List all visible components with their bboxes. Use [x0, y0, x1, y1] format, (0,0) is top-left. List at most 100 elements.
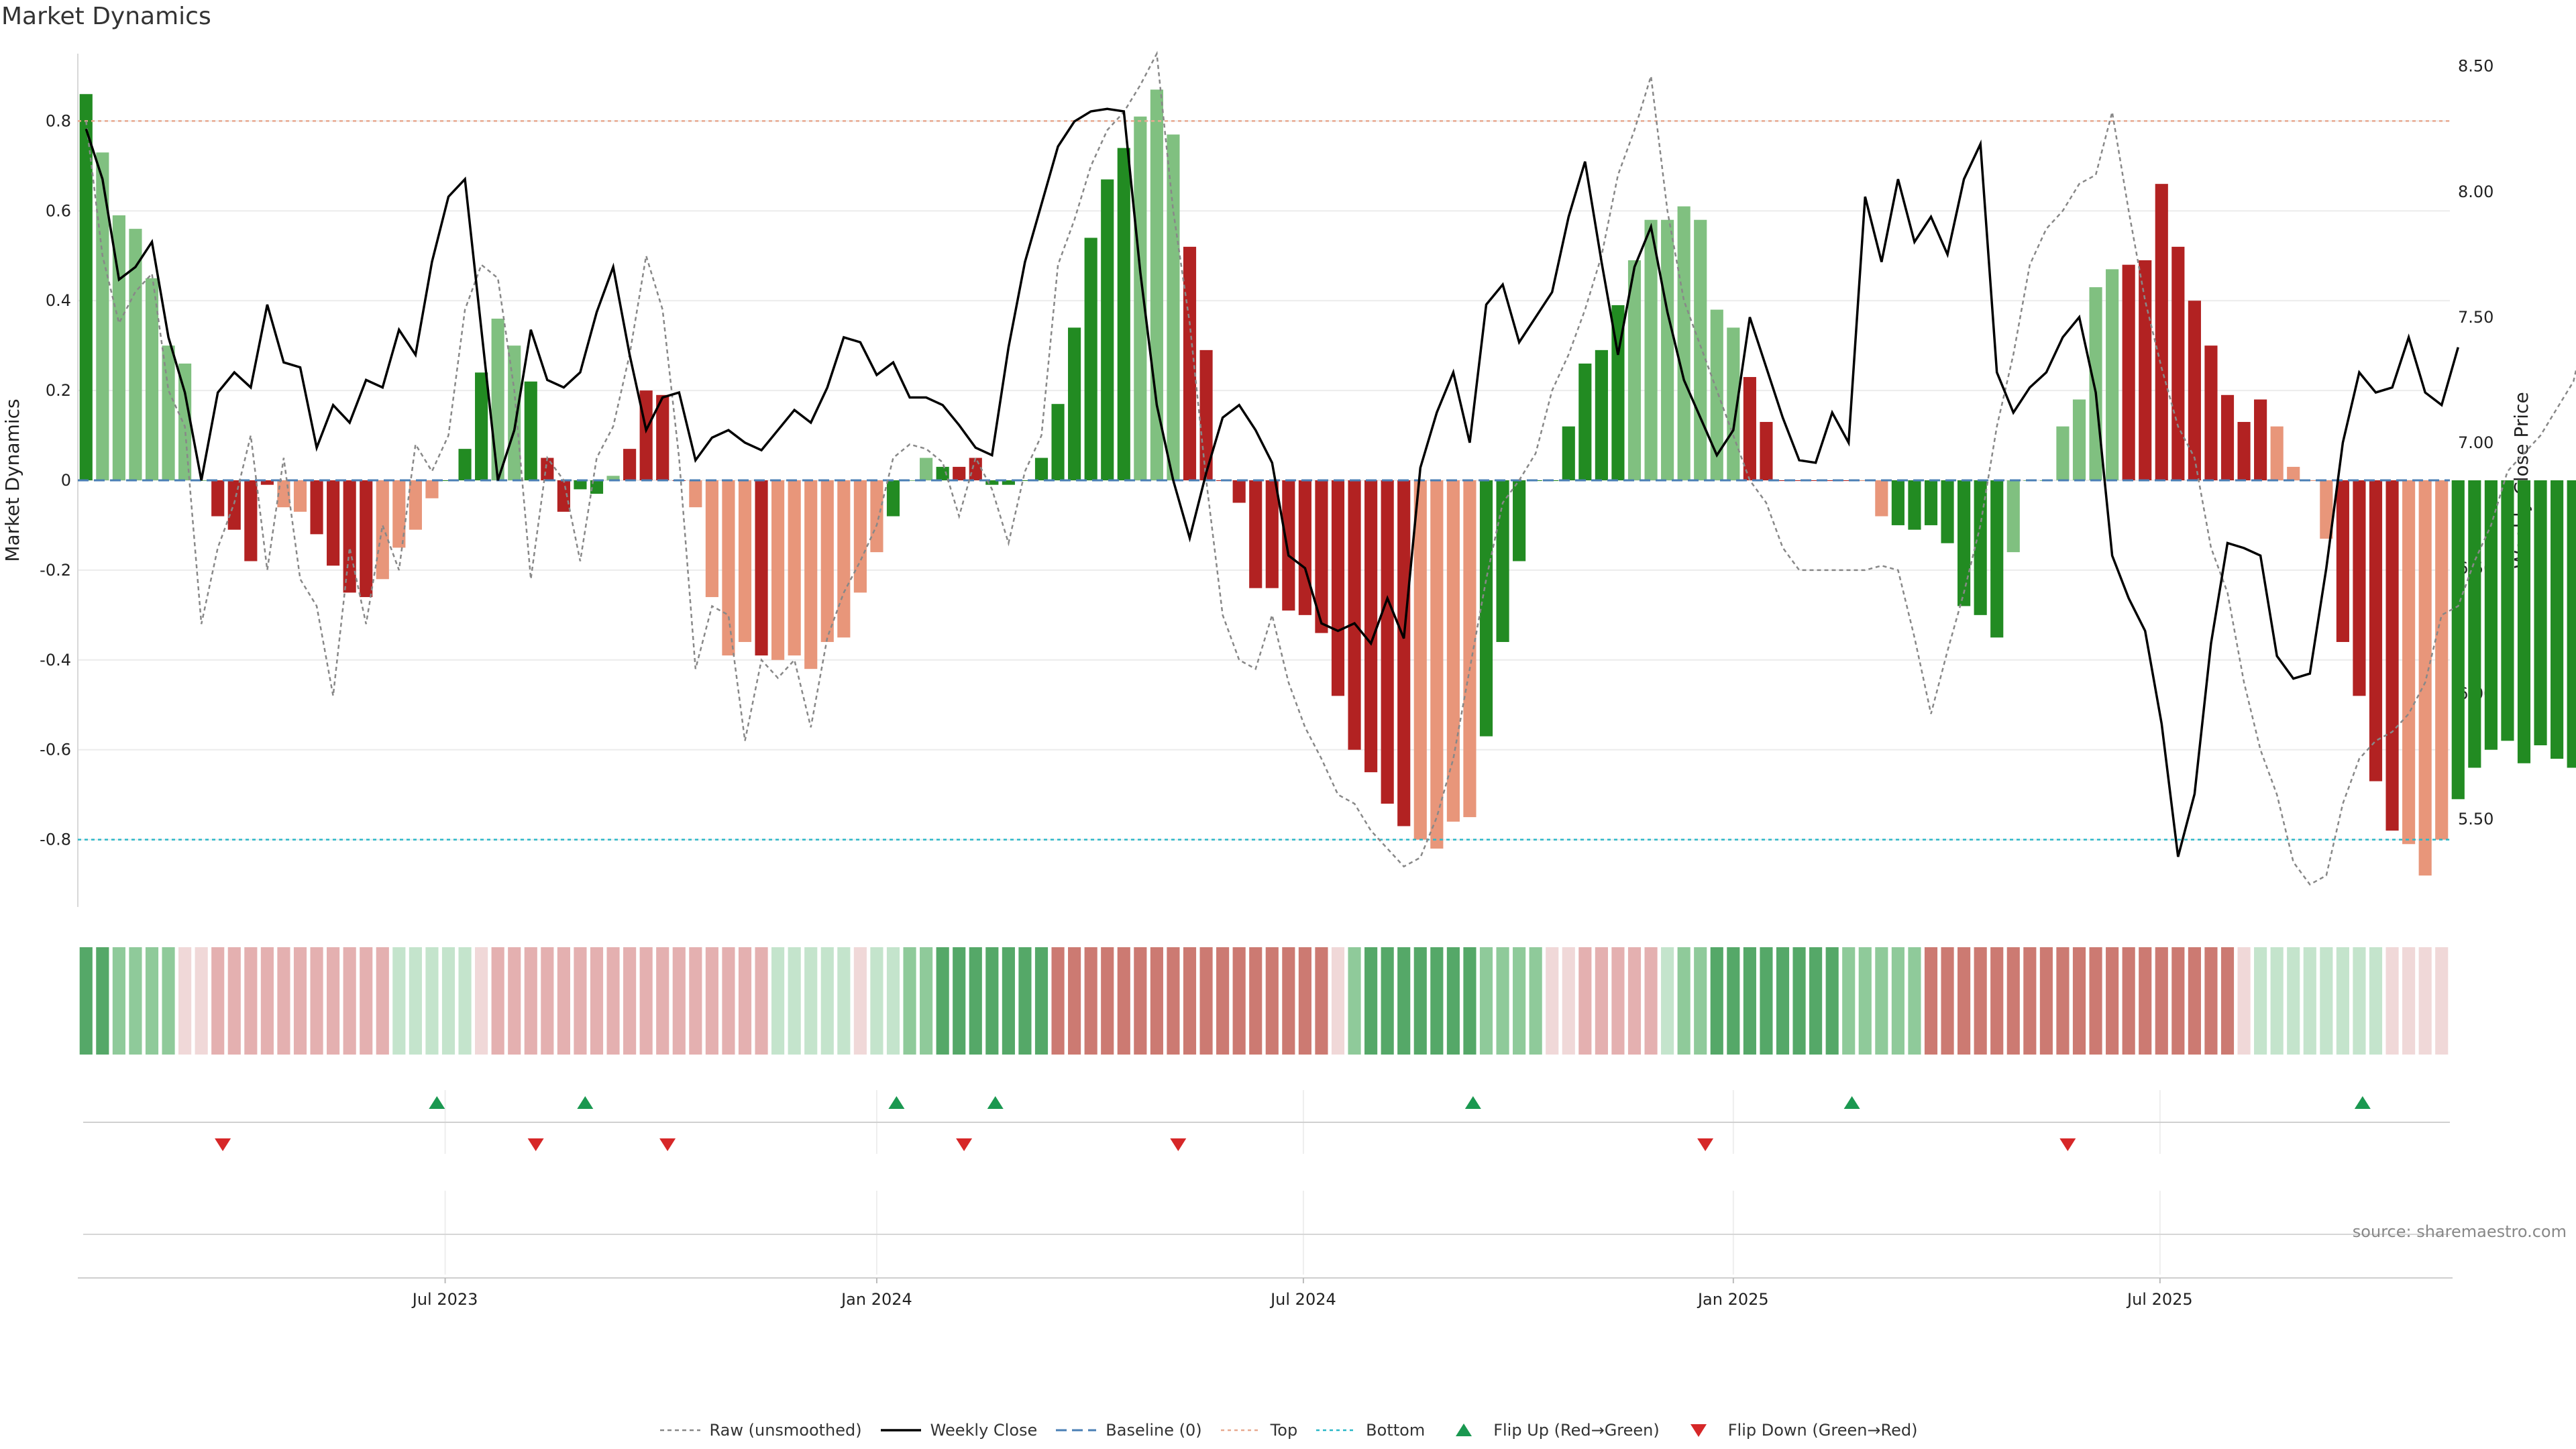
regime-strip-cell — [508, 947, 521, 1055]
regime-strip-cell — [590, 947, 604, 1055]
y-tick-label: -0.2 — [40, 561, 71, 580]
y-tick-label: -0.8 — [40, 830, 71, 849]
dynamics-bar — [1776, 480, 1790, 481]
regime-strip-cell — [1002, 947, 1015, 1055]
dynamics-bar — [1381, 480, 1394, 804]
dynamics-bar — [310, 480, 323, 535]
dynamics-bar — [2517, 480, 2531, 763]
dynamics-bar — [853, 480, 867, 593]
regime-strip-cell — [145, 947, 159, 1055]
regime-strip-cell — [2418, 947, 2432, 1055]
dynamics-bar — [2451, 480, 2465, 800]
regime-strip-cell — [2385, 947, 2399, 1055]
dynamics-bar — [1760, 421, 1773, 480]
flip-down-marker — [527, 1138, 544, 1151]
dynamics-bar — [804, 480, 818, 669]
legend-swatch-bottom — [1316, 1429, 1357, 1432]
dynamics-bar — [738, 480, 752, 643]
legend-swatch-close — [880, 1429, 921, 1432]
dynamics-bar — [1891, 480, 1904, 525]
regime-strip-cell — [1677, 947, 1690, 1055]
regime-strip-cell — [1331, 947, 1345, 1055]
dynamics-bar — [260, 480, 274, 485]
regime-strip-cell — [2204, 947, 2218, 1055]
dynamics-bar — [788, 480, 801, 656]
regime-strip-cell — [2139, 947, 2152, 1055]
regime-strip-cell — [1891, 947, 1904, 1055]
flip-down-marker — [956, 1138, 973, 1151]
dynamics-bar — [2369, 480, 2383, 782]
dynamics-bar — [508, 345, 521, 480]
dynamics-bar — [1792, 480, 1806, 481]
dynamics-bar — [2353, 480, 2366, 696]
dynamics-bar — [475, 372, 488, 480]
regime-strip-cell — [1529, 947, 1542, 1055]
dynamics-bar — [574, 480, 587, 490]
regime-strip-cell — [2254, 947, 2267, 1055]
dynamics-bar — [1117, 148, 1130, 480]
regime-strip-cell — [574, 947, 587, 1055]
dynamics-bar — [2139, 260, 2152, 480]
dynamics-bar — [1677, 206, 1690, 480]
dynamics-bar — [2171, 246, 2185, 480]
dynamics-bar — [195, 480, 208, 481]
dynamics-bar — [392, 480, 406, 548]
regime-strip-cell — [903, 947, 916, 1055]
regime-strip-cell — [1513, 947, 1526, 1055]
dynamics-bar — [1282, 480, 1295, 611]
regime-strip-cell — [441, 947, 455, 1055]
dynamics-bar — [1924, 480, 1938, 525]
regime-strip-cell — [310, 947, 323, 1055]
regime-strip-cell — [129, 947, 142, 1055]
dynamics-bar — [2385, 480, 2399, 831]
dynamics-bar — [2237, 421, 2251, 480]
regime-strip-cell — [2220, 947, 2235, 1055]
regime-strip-cell — [2039, 947, 2053, 1055]
dynamics-bar — [920, 458, 933, 480]
dynamics-bar — [1167, 134, 1180, 481]
dynamics-bar — [211, 480, 225, 517]
dynamics-bar — [1446, 480, 1460, 822]
dynamics-bar — [2534, 480, 2547, 745]
regime-strip-cell — [2270, 947, 2284, 1055]
regime-strip-cell — [458, 947, 472, 1055]
dynamics-bar — [656, 394, 669, 480]
regime-strip-cell — [1858, 947, 1872, 1055]
dynamics-bar — [755, 480, 768, 656]
regime-strip-cell — [1018, 947, 1032, 1055]
legend-swatch-raw — [659, 1429, 700, 1432]
regime-strip-cell — [1760, 947, 1773, 1055]
regime-strip-cell — [985, 947, 999, 1055]
dynamics-bar — [2501, 480, 2514, 741]
regime-strip-cell — [689, 947, 702, 1055]
chart-title: Market Dynamics — [1, 3, 211, 30]
regime-strip-cell — [1974, 947, 1987, 1055]
regime-strip-cell — [541, 947, 554, 1055]
dynamics-bar — [162, 345, 175, 480]
flip-down-marker — [1697, 1138, 1714, 1151]
regime-strip-cell — [788, 947, 801, 1055]
dynamics-bar — [623, 449, 637, 480]
dynamics-bar — [129, 229, 142, 480]
dynamics-bar — [244, 480, 258, 561]
dynamics-bar — [360, 480, 373, 598]
regime-strip-cell — [1627, 947, 1642, 1055]
regime-strip-cell — [2435, 947, 2449, 1055]
regime-strip-cell — [870, 947, 883, 1055]
regime-strip-cell — [969, 947, 982, 1055]
regime-strip-cell — [1199, 947, 1213, 1055]
regime-strip-cell — [672, 947, 686, 1055]
regime-strip-cell — [1249, 947, 1263, 1055]
regime-strip-cell — [2106, 947, 2119, 1055]
regime-strip-cell — [1644, 947, 1658, 1055]
regime-strip-cell — [1941, 947, 1954, 1055]
dynamics-bar — [409, 480, 422, 530]
regime-strip-cell — [705, 947, 718, 1055]
regime-strip-cell — [2023, 947, 2037, 1055]
regime-strip-cell — [244, 947, 258, 1055]
dynamics-bar — [2270, 426, 2284, 480]
regime-strip-cell — [1957, 947, 1971, 1055]
dynamics-bar — [590, 480, 604, 494]
dynamics-bar — [145, 278, 159, 480]
y2-tick-label: 8.00 — [2458, 182, 2493, 201]
